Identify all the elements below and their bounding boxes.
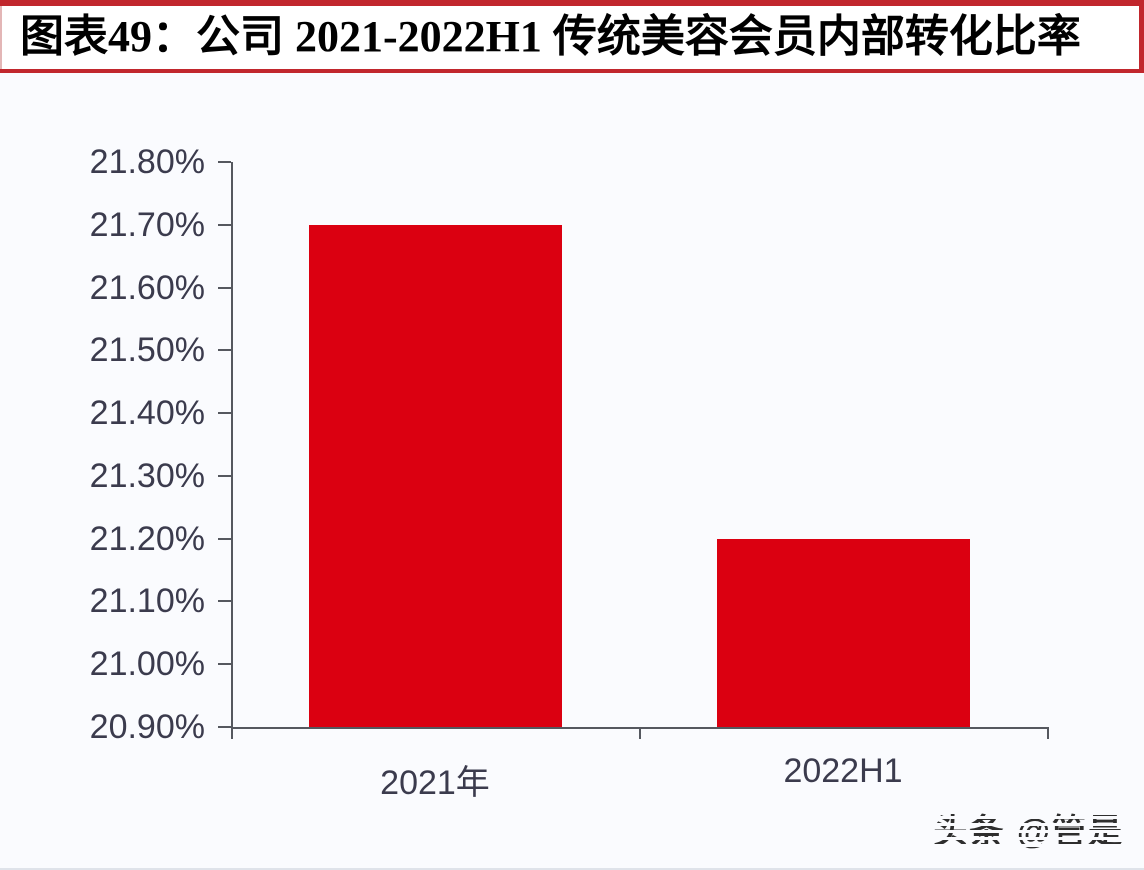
- y-tick-label: 21.20%: [89, 520, 205, 558]
- y-tick-mark: [218, 600, 231, 602]
- y-tick-label: 21.60%: [89, 269, 205, 307]
- x-category-label: 2022H1: [783, 752, 903, 790]
- y-tick-label: 20.90%: [89, 708, 205, 746]
- y-tick-label: 21.40%: [89, 394, 205, 432]
- bottom-edge-line: [0, 868, 1144, 870]
- title-divider-line: [0, 69, 1144, 73]
- y-tick-label: 21.80%: [89, 143, 205, 181]
- y-tick-mark: [218, 663, 231, 665]
- x-tick-mark: [639, 729, 641, 739]
- chart-bar-1: [717, 539, 970, 727]
- y-axis-line: [231, 162, 233, 729]
- x-axis-line: [231, 727, 1049, 729]
- title-band: 图表49：公司 2021-2022H1 传统美容会员内部转化比率: [0, 0, 1144, 69]
- y-tick-label: 21.30%: [89, 457, 205, 495]
- figure-title: 图表49：公司 2021-2022H1 传统美容会员内部转化比率: [20, 12, 1081, 61]
- y-tick-label: 21.50%: [89, 331, 205, 369]
- x-tick-mark: [231, 729, 233, 739]
- y-tick-mark: [218, 161, 231, 163]
- title-left-accent: [0, 0, 2, 69]
- chart-bar-0: [309, 225, 562, 727]
- x-category-label: 2021年: [380, 764, 490, 802]
- y-tick-mark: [218, 349, 231, 351]
- y-tick-mark: [218, 726, 231, 728]
- y-tick-mark: [218, 287, 231, 289]
- y-tick-mark: [218, 224, 231, 226]
- watermark: 头条 @管是: [933, 813, 1124, 851]
- title-right-accent-bar: [1139, 0, 1144, 73]
- x-tick-mark: [1047, 729, 1049, 739]
- y-tick-label: 21.00%: [89, 645, 205, 683]
- y-tick-label: 21.10%: [89, 582, 205, 620]
- y-tick-label: 21.70%: [89, 206, 205, 244]
- y-tick-mark: [218, 475, 231, 477]
- y-tick-mark: [218, 412, 231, 414]
- title-top-accent-bar: [0, 0, 1144, 6]
- y-tick-mark: [218, 538, 231, 540]
